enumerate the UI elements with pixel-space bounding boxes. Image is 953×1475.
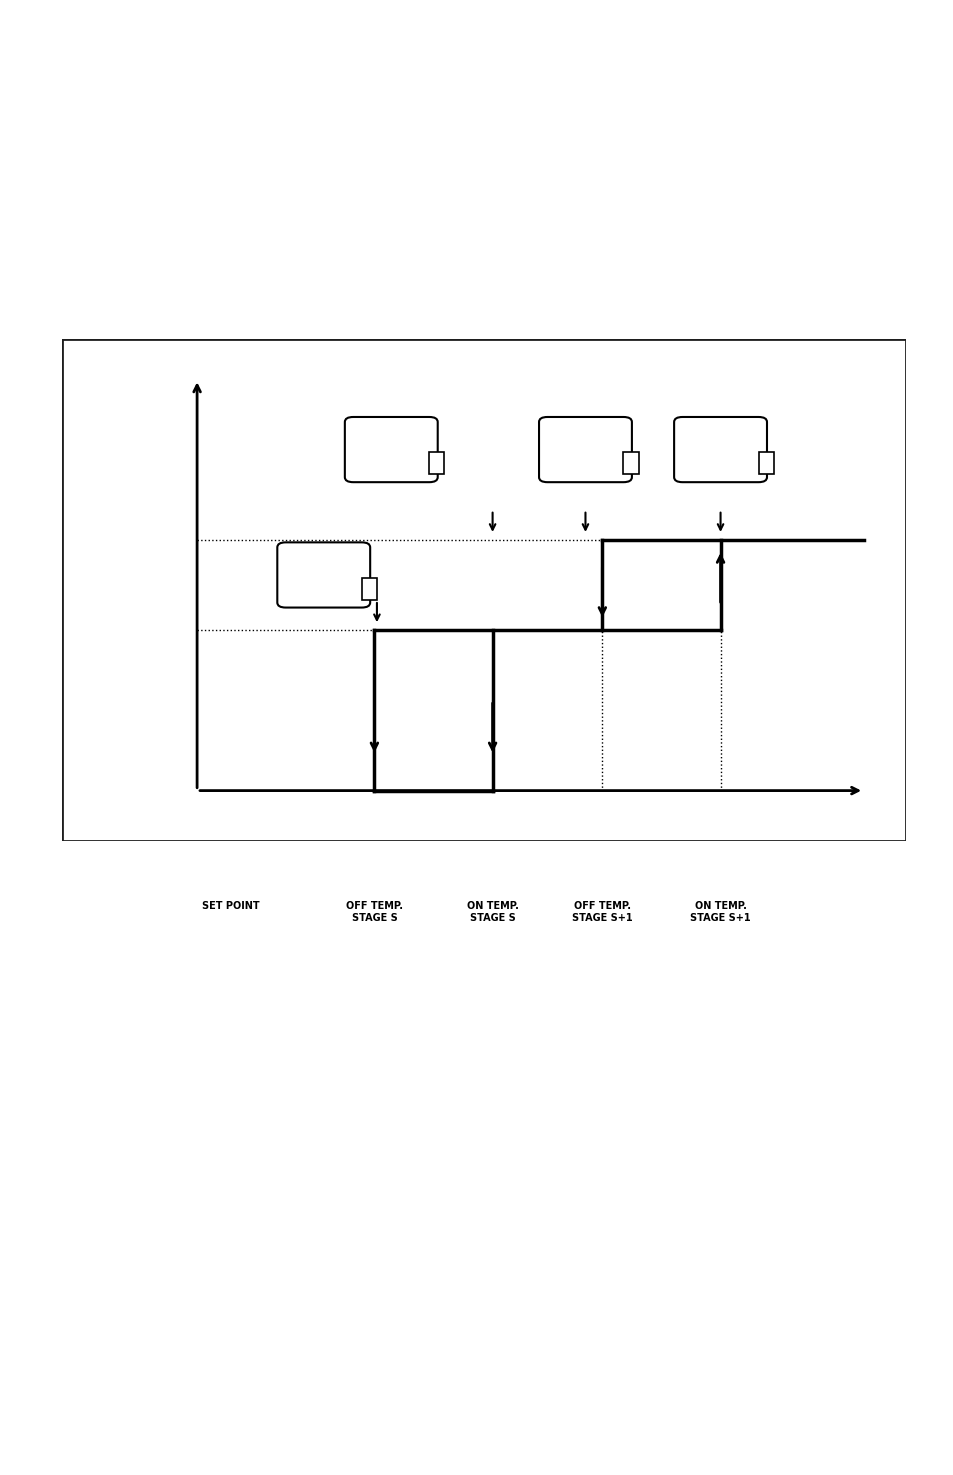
FancyBboxPatch shape <box>277 543 370 608</box>
FancyBboxPatch shape <box>429 453 444 475</box>
FancyBboxPatch shape <box>674 417 766 482</box>
Text: SET POINT: SET POINT <box>202 901 259 912</box>
FancyBboxPatch shape <box>538 417 631 482</box>
Text: OFF TEMP.
STAGE S+1: OFF TEMP. STAGE S+1 <box>572 901 632 923</box>
FancyBboxPatch shape <box>623 453 638 475</box>
FancyBboxPatch shape <box>344 417 437 482</box>
Text: ON TEMP.
STAGE S+1: ON TEMP. STAGE S+1 <box>690 901 750 923</box>
FancyBboxPatch shape <box>361 578 376 600</box>
Text: ON TEMP.
STAGE S: ON TEMP. STAGE S <box>466 901 518 923</box>
FancyBboxPatch shape <box>758 453 773 475</box>
Text: OFF TEMP.
STAGE S: OFF TEMP. STAGE S <box>346 901 402 923</box>
